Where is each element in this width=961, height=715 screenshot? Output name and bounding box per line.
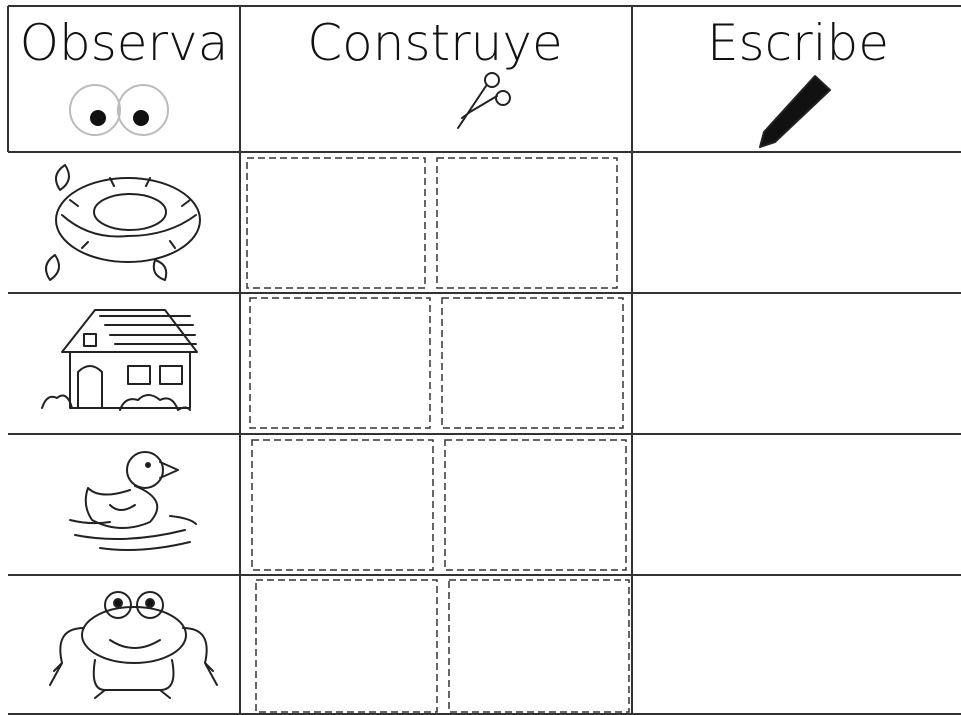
frog-drawing-part [113,598,123,608]
frog-drawing-part [145,598,155,608]
duck-drawing-part [84,485,159,529]
frog-drawing-part [92,659,175,691]
column-header: Observa [20,14,229,72]
frog-drawing [49,591,218,699]
pencil-icon-part [759,75,831,148]
scissors-icon-part [484,72,500,88]
nest-drawing-part [93,193,167,231]
frog-drawing-part [109,639,161,649]
eyes-icon-part [69,84,121,136]
column-header: Construye [307,14,562,72]
cut-boxes-part [255,579,438,713]
frog-drawing-part [49,627,218,686]
eyes-icon-part [90,110,106,126]
cut-boxes-part [249,297,431,429]
duck-drawing-part [145,462,151,468]
house-drawing [41,309,198,411]
cut-boxes-part [444,439,627,571]
house-drawing-part [99,315,197,345]
cut-boxes-part [436,157,618,289]
house-drawing-part [127,365,151,385]
scissors-icon [457,72,511,129]
house-drawing-part [159,365,183,385]
scissors-icon-part [461,95,498,119]
scissors-icon-part [457,85,487,129]
cut-boxes-part [441,297,624,429]
cut-boxes-part [246,157,426,289]
duck-drawing [69,451,197,551]
nest-drawing [45,164,201,281]
cut-boxes [246,157,630,713]
house-drawing-part [69,351,191,409]
cut-boxes-part [251,439,434,571]
nest-drawing-part [61,214,197,238]
frog-drawing-part [81,606,187,664]
pencil-icon [759,75,831,148]
nest-drawing-part [55,177,201,263]
table-grid [7,5,961,715]
house-drawing-part [77,365,103,409]
frog-drawing-part [136,591,164,619]
house-drawing-part [41,394,191,411]
house-drawing-part [61,309,198,353]
eyes-icon-part [117,84,169,136]
eyes-icon [69,84,169,136]
frog-drawing-part [94,689,171,699]
frog-drawing-part [104,591,132,619]
nest-drawing-part [45,164,168,281]
nest-drawing-part [69,177,191,249]
duck-drawing-part [109,504,136,511]
house-drawing-part [83,333,97,347]
cut-boxes-part [448,579,630,713]
column-header: Escribe [707,14,889,72]
duck-drawing-part [69,515,197,551]
duck-drawing-part [126,451,164,489]
eyes-icon-part [133,110,149,126]
duck-drawing-part [159,461,179,479]
scissors-icon-part [495,90,511,106]
